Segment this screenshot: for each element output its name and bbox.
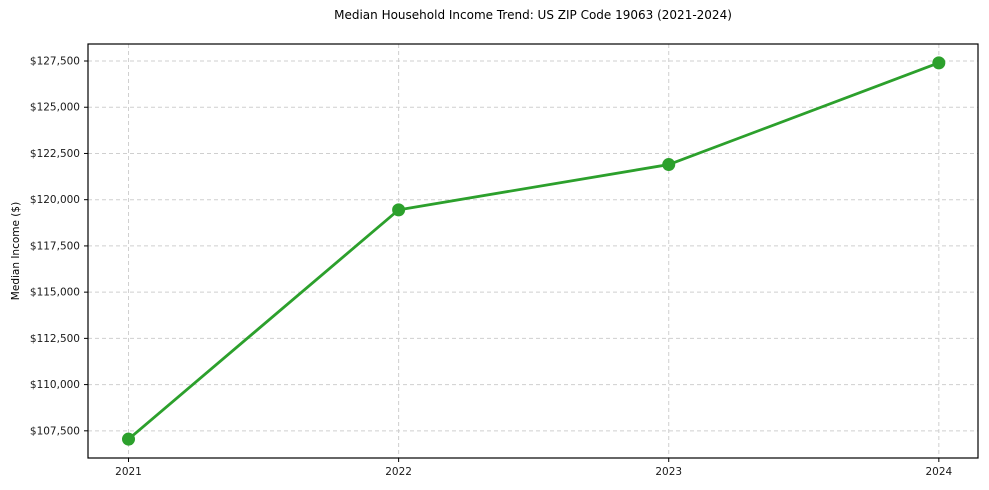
x-tick-label: 2021 — [115, 466, 142, 478]
y-tick-label: $120,000 — [30, 194, 80, 206]
y-tick-label: $115,000 — [30, 287, 80, 299]
trend-line — [127, 61, 941, 441]
plot-border — [87, 43, 979, 459]
y-tick-label: $110,000 — [30, 379, 80, 391]
data-point-marker — [662, 158, 676, 172]
x-tick-label: 2024 — [925, 466, 952, 478]
data-point-marker — [392, 203, 406, 217]
x-tick-label: 2022 — [385, 466, 412, 478]
y-tick-label: $112,500 — [30, 333, 80, 345]
y-tick-label: $117,500 — [30, 240, 80, 252]
data-point-marker — [122, 432, 136, 446]
y-tick-label: $125,000 — [30, 102, 80, 114]
data-point-marker — [932, 56, 946, 70]
y-tick-label: $127,500 — [30, 56, 80, 68]
x-tick-label: 2023 — [655, 466, 682, 478]
y-tick-label: $122,500 — [30, 148, 80, 160]
y-tick-label: $107,500 — [30, 425, 80, 437]
chart-title: Median Household Income Trend: US ZIP Co… — [334, 8, 732, 22]
